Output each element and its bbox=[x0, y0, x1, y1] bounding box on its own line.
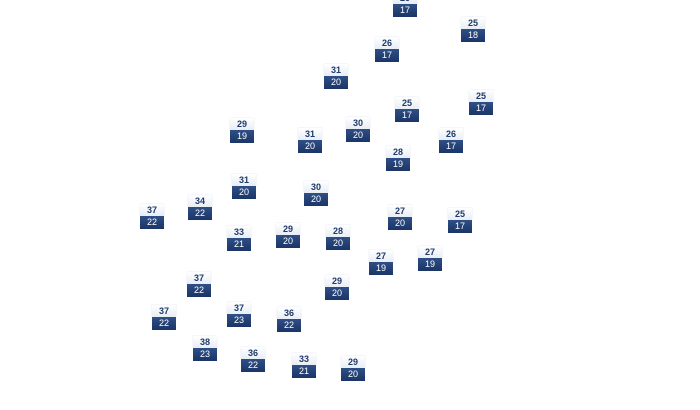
low-temp: 20 bbox=[232, 186, 256, 199]
high-temp: 28 bbox=[386, 146, 410, 158]
city-marker: 31 20 bbox=[324, 64, 348, 89]
city-marker: 38 23 bbox=[193, 336, 217, 361]
high-temp: 25 bbox=[469, 90, 493, 102]
low-temp: 17 bbox=[448, 220, 472, 233]
low-temp: 19 bbox=[369, 262, 393, 275]
city-marker: 37 23 bbox=[227, 302, 251, 327]
city-marker: 36 22 bbox=[241, 347, 265, 372]
low-temp: 20 bbox=[388, 217, 412, 230]
low-temp: 20 bbox=[324, 76, 348, 89]
low-temp: 17 bbox=[439, 140, 463, 153]
high-temp: 37 bbox=[140, 204, 164, 216]
city-marker: 30 20 bbox=[304, 181, 328, 206]
high-temp: 36 bbox=[277, 307, 301, 319]
high-temp: 28 bbox=[326, 225, 350, 237]
low-temp: 17 bbox=[469, 102, 493, 115]
low-temp: 17 bbox=[393, 4, 417, 17]
city-marker: 26 17 bbox=[375, 37, 399, 62]
low-temp: 22 bbox=[241, 359, 265, 372]
high-temp: 25 bbox=[448, 208, 472, 220]
high-temp: 31 bbox=[298, 128, 322, 140]
low-temp: 20 bbox=[346, 129, 370, 142]
high-temp: 25 bbox=[395, 97, 419, 109]
high-temp: 31 bbox=[232, 174, 256, 186]
low-temp: 22 bbox=[277, 319, 301, 332]
high-temp: 30 bbox=[346, 117, 370, 129]
high-temp: 29 bbox=[230, 118, 254, 130]
low-temp: 23 bbox=[227, 314, 251, 327]
low-temp: 21 bbox=[292, 365, 316, 378]
city-marker: 29 19 bbox=[230, 118, 254, 143]
low-temp: 17 bbox=[395, 109, 419, 122]
high-temp: 27 bbox=[369, 250, 393, 262]
city-marker: 37 22 bbox=[140, 204, 164, 229]
high-temp: 31 bbox=[324, 64, 348, 76]
high-temp: 26 bbox=[439, 128, 463, 140]
low-temp: 22 bbox=[188, 207, 212, 220]
city-marker: 34 22 bbox=[188, 195, 212, 220]
high-temp: 37 bbox=[187, 272, 211, 284]
city-marker: 27 19 bbox=[369, 250, 393, 275]
low-temp: 22 bbox=[152, 317, 176, 330]
high-temp: 38 bbox=[193, 336, 217, 348]
city-marker: 29 20 bbox=[341, 356, 365, 381]
city-marker: 26 17 bbox=[439, 128, 463, 153]
high-temp: 33 bbox=[227, 226, 251, 238]
city-marker: 30 20 bbox=[346, 117, 370, 142]
city-marker: 27 19 bbox=[418, 246, 442, 271]
high-temp: 25 bbox=[461, 17, 485, 29]
city-marker: 37 22 bbox=[152, 305, 176, 330]
low-temp: 22 bbox=[187, 284, 211, 297]
city-marker: 28 19 bbox=[386, 146, 410, 171]
low-temp: 20 bbox=[298, 140, 322, 153]
high-temp: 26 bbox=[375, 37, 399, 49]
high-temp: 33 bbox=[292, 353, 316, 365]
city-marker: 29 20 bbox=[276, 223, 300, 248]
low-temp: 21 bbox=[227, 238, 251, 251]
city-marker: 25 18 bbox=[461, 17, 485, 42]
city-marker: 36 22 bbox=[277, 307, 301, 332]
city-marker: 29 20 bbox=[325, 275, 349, 300]
low-temp: 20 bbox=[341, 368, 365, 381]
city-marker: 31 20 bbox=[298, 128, 322, 153]
low-temp: 19 bbox=[230, 130, 254, 143]
low-temp: 17 bbox=[375, 49, 399, 62]
high-temp: 36 bbox=[241, 347, 265, 359]
low-temp: 19 bbox=[418, 258, 442, 271]
low-temp: 18 bbox=[461, 29, 485, 42]
city-marker: 33 21 bbox=[227, 226, 251, 251]
high-temp: 25 bbox=[393, 0, 417, 4]
low-temp: 20 bbox=[325, 287, 349, 300]
city-marker: 28 20 bbox=[326, 225, 350, 250]
low-temp: 22 bbox=[140, 216, 164, 229]
high-temp: 37 bbox=[152, 305, 176, 317]
low-temp: 20 bbox=[276, 235, 300, 248]
low-temp: 20 bbox=[326, 237, 350, 250]
high-temp: 29 bbox=[325, 275, 349, 287]
high-temp: 27 bbox=[418, 246, 442, 258]
low-temp: 20 bbox=[304, 193, 328, 206]
city-marker: 27 20 bbox=[388, 205, 412, 230]
city-marker: 31 20 bbox=[232, 174, 256, 199]
high-temp: 29 bbox=[341, 356, 365, 368]
city-marker: 37 22 bbox=[187, 272, 211, 297]
high-temp: 27 bbox=[388, 205, 412, 217]
high-temp: 29 bbox=[276, 223, 300, 235]
high-temp: 30 bbox=[304, 181, 328, 193]
low-temp: 19 bbox=[386, 158, 410, 171]
high-temp: 37 bbox=[227, 302, 251, 314]
high-temp: 34 bbox=[188, 195, 212, 207]
low-temp: 23 bbox=[193, 348, 217, 361]
city-marker: 33 21 bbox=[292, 353, 316, 378]
